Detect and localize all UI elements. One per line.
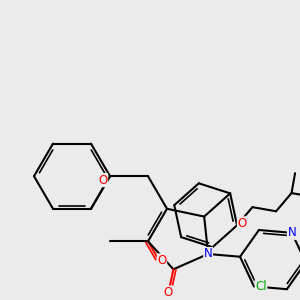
Text: O: O — [237, 217, 247, 230]
Text: N: N — [287, 226, 296, 239]
Text: N: N — [204, 248, 212, 260]
Text: O: O — [158, 254, 166, 267]
Text: Cl: Cl — [255, 280, 267, 293]
Text: O: O — [164, 286, 173, 299]
Text: O: O — [98, 174, 108, 187]
